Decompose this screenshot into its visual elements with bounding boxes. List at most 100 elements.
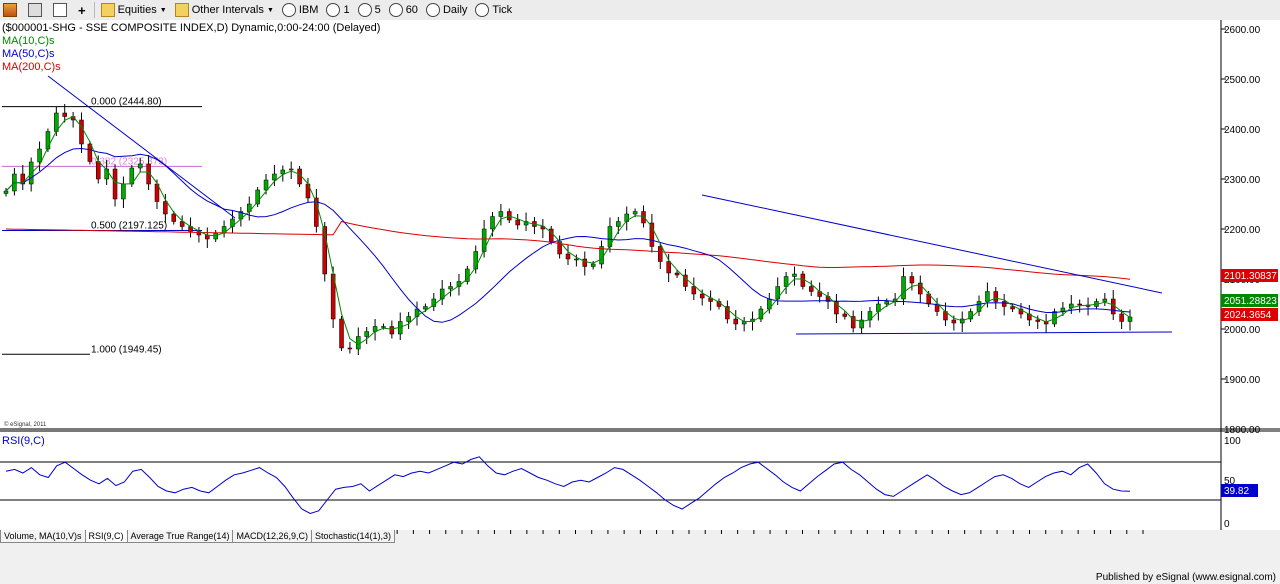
candle-body (574, 258, 579, 261)
equities-menu[interactable]: Equities ▼ (98, 1, 170, 19)
tab-volume[interactable]: Volume, MA(10,V)s (0, 530, 86, 543)
price-tick-label: 1900.00 (1224, 375, 1261, 386)
fib-level-label: 0.382 (2325.373) (91, 156, 167, 167)
candle-body (498, 211, 504, 217)
interval-5-button[interactable]: 5 (355, 1, 384, 19)
chart-icon[interactable] (0, 1, 23, 19)
fibonacci-levels: 0.000 (2444.80) 0.382 (2325.373) 0.500 (21… (2, 97, 202, 355)
candle-body (850, 316, 856, 329)
candle-body (884, 301, 889, 305)
clock-icon (475, 3, 490, 17)
candle-body (523, 221, 529, 226)
clock-icon (425, 3, 440, 17)
rsi-tick-0: 0 (1224, 519, 1230, 530)
candle-body (314, 197, 319, 227)
print-icon[interactable] (50, 1, 73, 19)
candle-body (666, 261, 671, 274)
rsi-tick-100: 100 (1224, 436, 1241, 447)
candle-body (1018, 308, 1024, 315)
indicator-tabs: Volume, MA(10,V)s RSI(9,C) Average True … (0, 530, 396, 543)
published-by: Published by eSignal (www.esignal.com) (1095, 572, 1276, 583)
add-icon[interactable]: + (78, 2, 86, 18)
candle-body (364, 331, 369, 337)
interval-label: 1 (343, 4, 350, 16)
candle-body (87, 143, 93, 162)
candle-body (339, 318, 344, 349)
candle-body (163, 201, 168, 215)
save-icon[interactable] (25, 1, 48, 19)
candle-body (590, 263, 596, 267)
candle-body (783, 276, 789, 287)
candle-body (104, 168, 109, 180)
candle-body (347, 347, 353, 350)
symbol-button[interactable]: IBM (279, 1, 322, 19)
candle-body (1035, 319, 1040, 322)
price-chart[interactable]: 2600.002500.002400.002300.002200.002100.… (0, 20, 1280, 542)
candle-body (649, 222, 655, 247)
interval-label: Daily (442, 4, 468, 16)
rsi-line (5, 456, 1131, 515)
price-tick-label: 2300.00 (1224, 175, 1261, 186)
candle-body (725, 306, 730, 320)
candle-body (280, 169, 286, 175)
fib-level-label: 0.500 (2197.125) (91, 220, 167, 231)
candle-body (1119, 313, 1124, 322)
chevron-down-icon: ▼ (159, 6, 167, 14)
candle-body (1127, 316, 1133, 322)
legend-ma50: MA(50,C)s (2, 48, 55, 60)
symbol-label: IBM (298, 4, 319, 16)
rsi-last-badge (1221, 484, 1258, 497)
ma10-line (5, 115, 1131, 346)
candle-body (112, 168, 118, 200)
candle-body (934, 303, 940, 312)
candle-body (918, 282, 923, 295)
candle-body (1010, 306, 1015, 310)
candle-body (658, 246, 663, 262)
candle-body (699, 293, 705, 299)
legend-ma10: MA(10,C)s (2, 35, 55, 47)
rsi-label: RSI(9,C) (2, 435, 45, 447)
candle-body (381, 326, 386, 328)
close-last-label: 2024.3654 (1224, 310, 1272, 321)
candle-body (465, 268, 470, 282)
interval-label: 5 (374, 4, 381, 16)
other-intervals-menu[interactable]: Other Intervals ▼ (172, 1, 277, 19)
ma10-last-label: 2051.28823 (1224, 296, 1277, 307)
tab-rsi[interactable]: RSI(9,C) (84, 530, 128, 543)
clock-icon (281, 3, 296, 17)
interval-daily-button[interactable]: Daily (423, 1, 470, 19)
candle-body (993, 291, 999, 302)
candle-body (406, 316, 411, 322)
candle-body (901, 276, 906, 300)
interval-tick-button[interactable]: Tick (472, 1, 515, 19)
clock-icon (326, 3, 341, 17)
clock-icon (357, 3, 372, 17)
candle-body (490, 216, 495, 230)
candle-body (389, 326, 395, 335)
ma50-line (5, 147, 1131, 323)
candle-body (641, 211, 646, 224)
tab-macd[interactable]: MACD(12,26,9,C) (232, 530, 312, 543)
interval-60-button[interactable]: 60 (386, 1, 421, 19)
folder-icon (174, 3, 189, 17)
candle-body (733, 318, 739, 325)
fib-level-label: 1.000 (1949.45) (91, 344, 162, 355)
tab-atr[interactable]: Average True Range(14) (126, 530, 234, 543)
interval-1-button[interactable]: 1 (323, 1, 352, 19)
candle-body (473, 251, 478, 270)
candle-body (809, 286, 814, 292)
tab-stochastic[interactable]: Stochastic(14(1),3) (310, 530, 396, 543)
candle-body (582, 258, 588, 267)
candle-body (79, 119, 84, 145)
candle-body (624, 213, 629, 222)
candle-body (288, 168, 294, 171)
trendlines (47, 75, 1173, 335)
price-tick-label: 2600.00 (1224, 25, 1261, 36)
candle-body (1077, 303, 1082, 306)
candle-body (616, 221, 621, 227)
candle-body (632, 211, 638, 215)
candle-body (272, 173, 277, 181)
fib-level-label: 0.000 (2444.80) (91, 97, 162, 108)
ma200-last-label: 2101.30837 (1224, 271, 1277, 282)
candle-body (1001, 301, 1007, 307)
